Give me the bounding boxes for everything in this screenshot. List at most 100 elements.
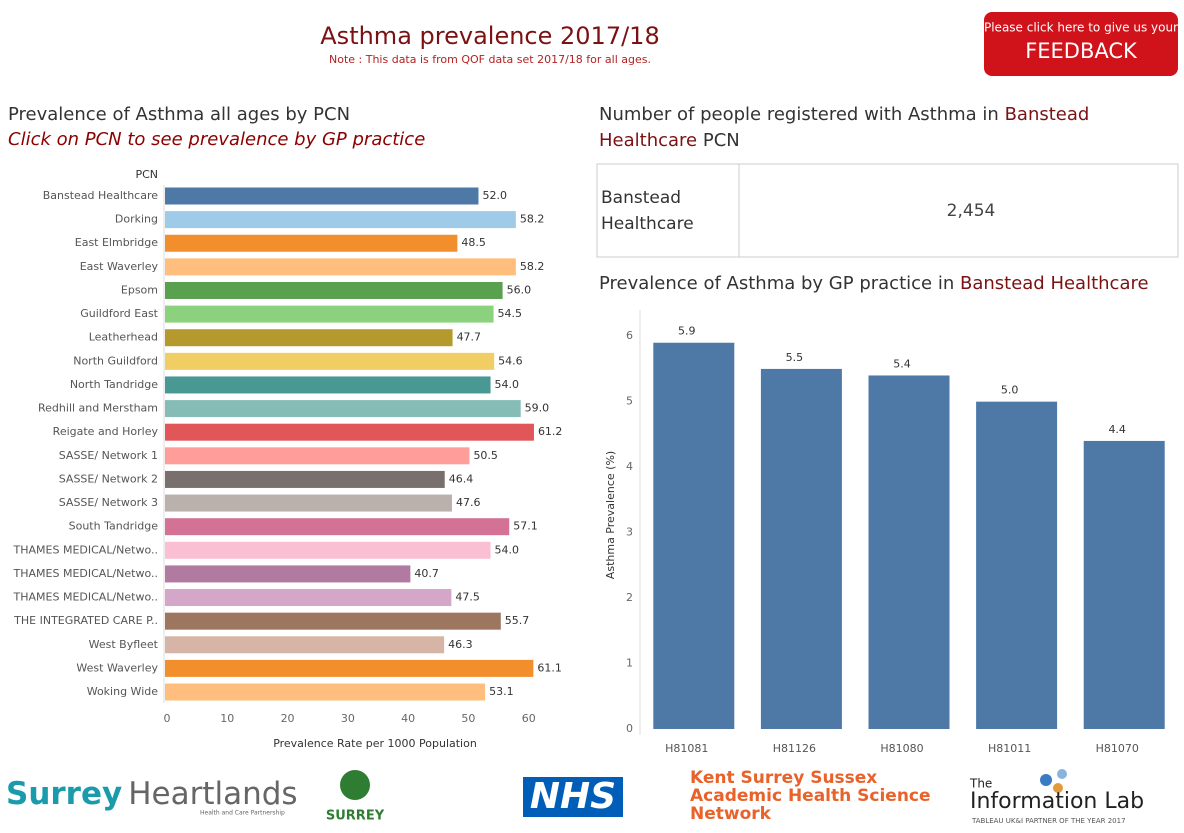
bar[interactable]	[165, 400, 521, 418]
category-label: North Guildford	[73, 354, 158, 367]
category-label: Banstead Healthcare	[43, 189, 158, 202]
bar[interactable]	[165, 187, 479, 205]
logo-text: Heartlands	[128, 776, 297, 812]
feedback-text[interactable]: Please click here to give us your	[984, 21, 1178, 35]
logo-text: NHS	[530, 776, 616, 817]
bar[interactable]	[165, 541, 491, 559]
category-label: West Byfleet	[89, 638, 159, 651]
value-label: 58.2	[520, 260, 545, 273]
value-label: 47.7	[457, 331, 482, 344]
bar[interactable]	[165, 234, 458, 252]
bar[interactable]	[165, 376, 491, 394]
kpi-pcn: Banstead Healthcare	[601, 188, 694, 234]
x-tick-label: H81070	[1096, 742, 1139, 755]
bar[interactable]	[165, 612, 501, 630]
x-tick-label: H81126	[773, 742, 816, 755]
logo-mark	[1053, 783, 1063, 793]
value-label: 5.0	[1001, 384, 1019, 397]
logo-text: Surrey Heartlands	[6, 776, 298, 812]
bar[interactable]	[165, 518, 510, 536]
logo-text: Health and Care Partnership	[200, 810, 285, 817]
category-label: SASSE/ Network 1	[59, 449, 158, 462]
x-tick-label: 60	[522, 712, 536, 725]
bar[interactable]	[165, 423, 534, 441]
bar[interactable]	[165, 636, 445, 654]
logo-mark	[1057, 769, 1067, 779]
kpi-title-text: Number of people registered with Asthma …	[599, 104, 999, 125]
category-label: SASSE/ Network 3	[59, 496, 158, 509]
logo-text: SURREY	[326, 809, 385, 824]
category-label: West Waverley	[76, 661, 158, 674]
category-label: North Tandridge	[70, 378, 158, 391]
bar[interactable]	[165, 447, 470, 465]
category-label: Epsom	[121, 283, 158, 296]
value-label: 46.4	[449, 472, 474, 485]
bar[interactable]	[165, 281, 503, 299]
value-label: 4.4	[1108, 423, 1126, 436]
bar[interactable]	[165, 305, 494, 323]
bar[interactable]	[165, 683, 486, 701]
value-label: 61.1	[537, 661, 562, 674]
bar[interactable]	[165, 352, 495, 370]
x-tick-label: H81011	[988, 742, 1031, 755]
value-label: 53.1	[489, 685, 514, 698]
bar[interactable]	[165, 589, 452, 607]
bar[interactable]	[165, 329, 453, 347]
chart-subtitle: Click on PCN to see prevalence by GP pra…	[8, 129, 426, 150]
x-tick-label: 50	[461, 712, 475, 725]
x-tick-label: 30	[341, 712, 355, 725]
x-tick-label: 20	[281, 712, 295, 725]
category-label: THAMES MEDICAL/Netwo..	[13, 567, 158, 580]
value-label: 40.7	[414, 567, 439, 580]
category-label: THAMES MEDICAL/Netwo..	[13, 543, 158, 556]
bar[interactable]	[165, 494, 452, 512]
value-label: 47.5	[455, 591, 480, 604]
logo-text: Information Lab	[970, 789, 1144, 814]
logo-text: Surrey	[6, 776, 122, 812]
logo-text: Academic Health Science	[690, 786, 931, 806]
value-label: 5.9	[678, 325, 696, 338]
value-label: 58.2	[520, 213, 545, 226]
category-label: THE INTEGRATED CARE P..	[13, 614, 158, 627]
bar[interactable]	[165, 211, 516, 229]
bar[interactable]	[165, 659, 534, 677]
kpi-title-text: PCN	[702, 130, 740, 151]
x-tick-label: 40	[401, 712, 415, 725]
bar[interactable]	[165, 565, 411, 583]
feedback-button[interactable]	[984, 12, 1178, 76]
value-label: 47.6	[456, 496, 481, 509]
axis-title: PCN	[135, 168, 158, 181]
y-tick-label: 3	[626, 526, 633, 539]
logo-mark	[340, 770, 370, 800]
x-tick-label: 10	[220, 712, 234, 725]
y-tick-label: 1	[626, 657, 633, 670]
bar	[1083, 440, 1165, 729]
category-label: South Tandridge	[69, 520, 159, 533]
category-label: Reigate and Horley	[53, 425, 159, 438]
x-tick-label: 0	[164, 712, 171, 725]
logo-text: The	[969, 777, 992, 791]
logo-text: Network	[690, 804, 772, 824]
feedback-text[interactable]: FEEDBACK	[1025, 39, 1138, 63]
bar	[976, 401, 1058, 729]
value-label: 48.5	[461, 236, 486, 249]
y-axis-title: Asthma Prevalence (%)	[604, 451, 617, 579]
bar	[760, 368, 842, 729]
logo-text: Kent Surrey Sussex	[690, 768, 877, 788]
bar[interactable]	[165, 258, 516, 276]
x-axis-title: Prevalence Rate per 1000 Population	[273, 737, 477, 750]
chart-title-highlight: Banstead Healthcare	[959, 273, 1149, 294]
x-tick-label: H81080	[880, 742, 923, 755]
chart-title: Prevalence of Asthma by GP practice in B…	[599, 271, 1149, 297]
category-label: Dorking	[115, 213, 158, 226]
value-label: 50.5	[473, 449, 498, 462]
kpi-box	[596, 163, 1179, 258]
category-label: Redhill and Merstham	[38, 402, 158, 415]
value-label: 61.2	[538, 425, 563, 438]
category-label: THAMES MEDICAL/Netwo..	[13, 591, 158, 604]
logo-mark	[1040, 774, 1052, 786]
bar[interactable]	[165, 470, 445, 488]
page-title: Asthma prevalence 2017/18	[320, 22, 660, 50]
kpi-value: 2,454	[947, 201, 996, 221]
value-label: 5.5	[786, 351, 804, 364]
